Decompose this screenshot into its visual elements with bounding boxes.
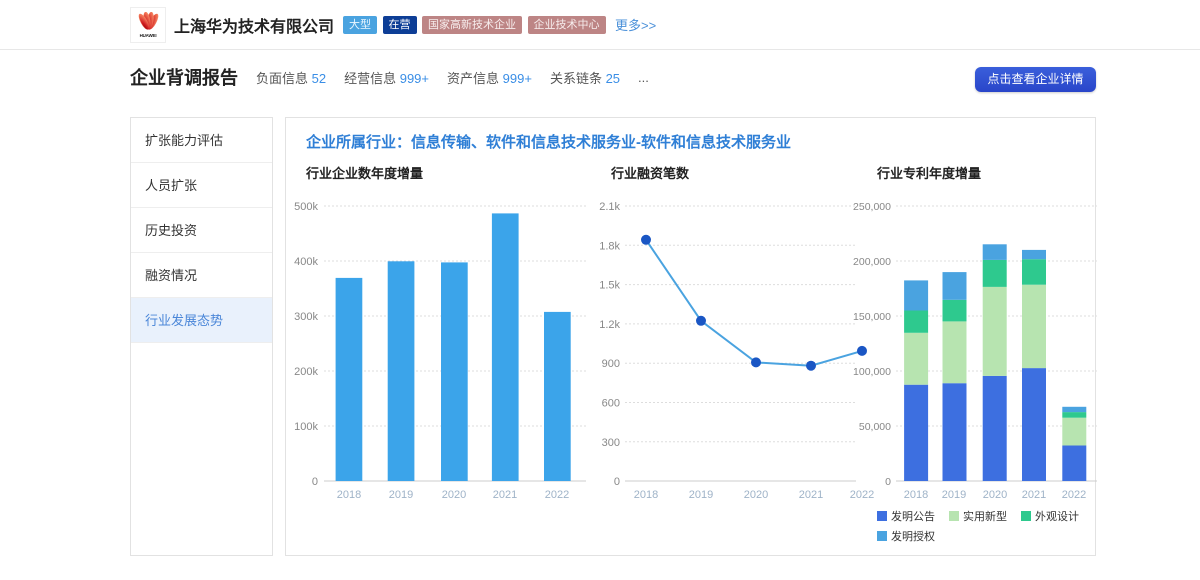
svg-text:2018: 2018 — [904, 489, 928, 501]
svg-text:1.8k: 1.8k — [599, 240, 620, 252]
svg-text:2019: 2019 — [689, 489, 713, 501]
svg-text:900: 900 — [602, 358, 620, 370]
svg-text:2019: 2019 — [389, 489, 413, 501]
svg-text:300: 300 — [602, 437, 620, 449]
svg-text:2022: 2022 — [545, 489, 569, 501]
svg-text:2019: 2019 — [942, 489, 966, 501]
svg-text:200k: 200k — [294, 366, 318, 378]
svg-text:0: 0 — [614, 476, 620, 488]
svg-text:2021: 2021 — [799, 489, 823, 501]
svg-text:600: 600 — [602, 398, 620, 410]
svg-text:500k: 500k — [294, 201, 318, 213]
svg-text:2018: 2018 — [337, 489, 361, 501]
svg-text:2018: 2018 — [634, 489, 658, 501]
svg-text:2020: 2020 — [744, 489, 768, 501]
svg-text:1.5k: 1.5k — [599, 280, 620, 292]
svg-text:2.1k: 2.1k — [599, 201, 620, 213]
svg-text:0: 0 — [312, 476, 318, 488]
svg-text:HUAWEI: HUAWEI — [140, 32, 157, 37]
svg-text:50,000: 50,000 — [859, 421, 891, 433]
svg-text:150,000: 150,000 — [853, 311, 891, 323]
svg-text:250,000: 250,000 — [853, 201, 891, 213]
svg-text:400k: 400k — [294, 256, 318, 268]
svg-text:2021: 2021 — [1022, 489, 1046, 501]
svg-text:100k: 100k — [294, 421, 318, 433]
svg-text:2020: 2020 — [442, 489, 466, 501]
svg-text:2020: 2020 — [983, 489, 1007, 501]
svg-text:200,000: 200,000 — [853, 256, 891, 268]
svg-text:100,000: 100,000 — [853, 366, 891, 378]
svg-text:300k: 300k — [294, 311, 318, 323]
svg-text:2021: 2021 — [493, 489, 517, 501]
svg-text:0: 0 — [885, 476, 891, 488]
svg-text:1.2k: 1.2k — [599, 319, 620, 331]
svg-text:2022: 2022 — [1062, 489, 1086, 501]
